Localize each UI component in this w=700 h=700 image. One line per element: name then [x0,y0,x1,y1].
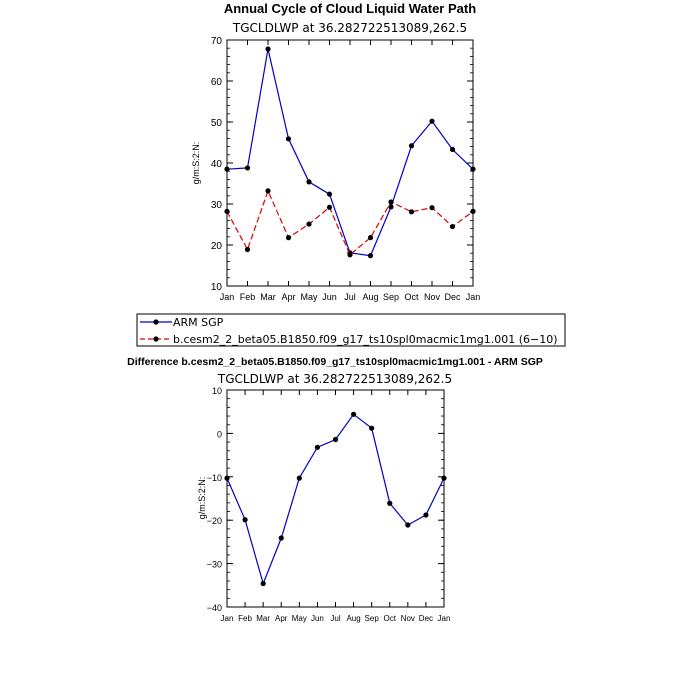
annual-x-tick-label: Jan [220,292,235,302]
annual-x-tick-label: Aug [362,292,378,302]
annual-series-point-0 [306,179,312,185]
annual-series-point-1 [244,246,251,253]
diff-y-tick-label: −10 [207,473,222,483]
diff-series-point-0 [405,522,411,528]
diff-y-tick-label: −30 [207,560,222,570]
diff-x-tick-label: Oct [384,614,397,623]
diff-x-tick-label: Apr [275,614,288,623]
annual-x-tick-label: Jul [344,292,356,302]
annual-series-point-1 [429,205,435,211]
diff-title: Difference b.cesm2_2_beta05.B1850.f09_g1… [127,356,543,368]
annual-series-line-1 [226,189,474,256]
annual-series-point-1 [367,235,374,241]
diff-subtitle: TGCLDLWP at 36.282722513089,262.5 [217,372,452,386]
annual-series-point-1 [347,252,353,258]
annual-y-tick-label: 60 [211,77,223,88]
diff-series-point-0 [296,475,302,481]
y-axis-label: g/m:S:2:N: [191,142,201,185]
plot-frame [226,39,474,287]
diff-x-tick-label: Jan [438,614,451,623]
diff-series-point-0 [260,580,266,587]
diff-series-point-0 [441,475,447,481]
diff-y-tick-label: 0 [217,429,222,439]
diff-y-tick-label: −40 [207,603,222,613]
legend: ARM SGP b.cesm2_2_beta05.B1850.f09_g17_t… [136,313,566,347]
annual-series-point-0 [408,143,415,149]
annual-series-point-0 [265,46,271,52]
diff-series-point-0 [278,535,284,541]
annual-series-point-0 [429,118,435,124]
diff-x-tick-label: Feb [238,614,252,623]
diff-series-point-0 [369,425,375,431]
annual-series-point-1 [326,204,333,210]
annual-x-tick-label: Apr [281,292,295,302]
diff-y-tick-label: −20 [207,516,222,526]
annual-series-point-0 [285,136,292,142]
legend-obs-label: ARM SGP [173,316,224,329]
annual-series-point-1 [470,208,476,214]
annual-series-point-0 [388,204,394,210]
diff-x-tick-label: Sep [365,614,380,623]
difference-plot: g/m:S:2:N: Jan Feb Mar Apr May Jun Jul Aug Sep Oc… [197,386,450,623]
annual-y-tick-label: 70 [211,36,223,47]
annual-x-tick-label: Dec [444,292,461,302]
annual-x-tick-label: Jun [322,292,337,302]
legend-obs-marker [153,319,159,325]
diff-series-point-0 [314,444,321,450]
annual-series-point-0 [224,166,230,172]
diff-x-tick-label: Jun [311,614,324,623]
annual-series-point-1 [388,199,394,205]
diff-x-tick-label: Dec [419,614,433,623]
annual-x-tick-label: Feb [240,292,256,302]
diff-series-point-0 [332,436,339,443]
annual-cycle-plot: g/m:S:2:N: Jan Feb Mar Apr May Jun Jul Aug Sep Oc… [191,36,480,302]
annual-x-tick-label: Sep [383,292,399,302]
annual-series-point-1 [306,221,312,227]
legend-model-marker [153,336,159,342]
annual-series-point-0 [244,165,251,171]
diff-x-tick-label: Mar [256,614,270,623]
annual-series-point-1 [408,209,415,215]
annual-x-tick-label: Mar [260,292,276,302]
annual-series-point-0 [449,146,456,153]
chart-subtitle: TGCLDLWP at 36.282722513089,262.5 [232,21,467,35]
diff-series-point-0 [423,512,429,518]
annual-y-tick-label: 30 [211,200,223,211]
annual-series-point-1 [224,208,230,214]
annual-x-tick-label: Nov [424,292,441,302]
annual-y-tick-label: 10 [211,282,223,293]
annual-series-point-1 [265,188,271,194]
chart-title: Annual Cycle of Cloud Liquid Water Path [224,1,476,16]
diff-series-point-0 [350,411,357,417]
legend-model-label: b.cesm2_2_beta05.B1850.f09_g17_ts10spl0m… [173,333,558,346]
annual-y-tick-label: 40 [211,159,223,170]
annual-x-tick-label: May [300,292,318,302]
diff-x-tick-label: Aug [346,614,360,623]
diff-x-tick-label: Jan [221,614,234,623]
annual-series-point-0 [326,191,333,197]
diff-x-tick-label: Jul [330,614,340,623]
annual-x-tick-label: Jan [466,292,481,302]
diff-y-tick-label: 10 [212,386,222,396]
annual-series-point-1 [285,235,292,241]
diff-x-tick-label: Nov [401,614,415,623]
annual-series-point-0 [470,166,476,172]
annual-y-tick-label: 20 [211,241,223,252]
diff-plot-frame [226,389,445,608]
annual-y-tick-label: 50 [211,118,223,129]
annual-series-point-0 [367,253,374,259]
legend-box [136,313,566,347]
diff-y-axis-label: g/m:S:2:N: [197,477,207,520]
annual-x-tick-label: Oct [404,292,419,302]
diff-series-point-0 [224,475,230,481]
diff-series-point-0 [242,517,248,523]
annual-series-point-1 [449,223,456,230]
annual-series-line-0 [226,48,474,257]
diff-series-point-0 [387,500,393,506]
diff-x-tick-label: May [292,614,307,623]
